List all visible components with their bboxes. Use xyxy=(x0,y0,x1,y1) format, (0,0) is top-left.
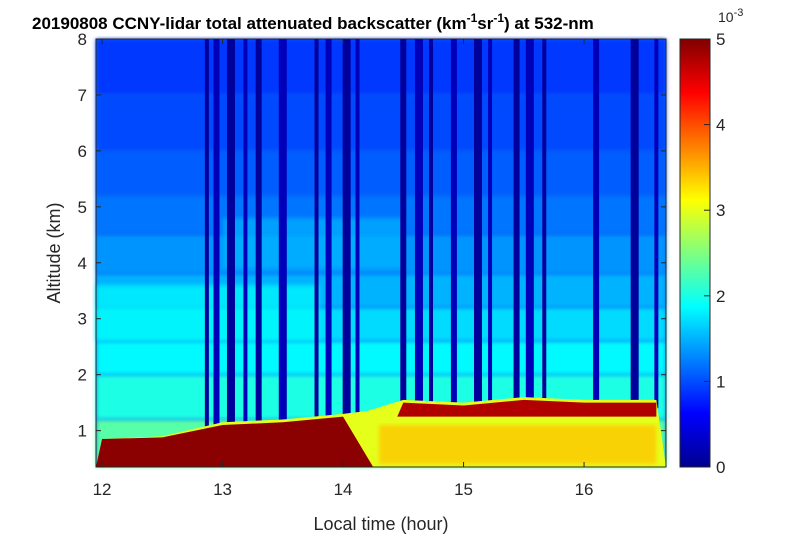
low-signal-column xyxy=(325,39,332,424)
heatmap-plot-area xyxy=(95,38,667,468)
low-signal-column xyxy=(630,39,639,409)
boundary-layer-core xyxy=(96,416,374,467)
colorbar-ticks: 0 1 2 3 4 5 xyxy=(704,30,725,477)
low-signal-column xyxy=(342,39,351,422)
colorbar-tick-label: 4 xyxy=(716,116,725,135)
altitude-band xyxy=(96,39,666,95)
low-signal-column xyxy=(593,39,600,409)
y-tick-label: 3 xyxy=(78,310,87,329)
x-axis-ticks: 12 13 14 15 16 xyxy=(93,39,594,499)
y-tick-label: 6 xyxy=(78,142,87,161)
x-tick-label: 12 xyxy=(93,480,112,499)
low-signal-column xyxy=(204,39,209,435)
low-signal-column xyxy=(542,39,547,407)
low-signal-column xyxy=(474,39,483,410)
y-axis-ticks: 1 2 3 4 5 6 7 8 xyxy=(78,30,666,441)
y-tick-label: 4 xyxy=(78,254,87,273)
y-tick-label: 5 xyxy=(78,198,87,217)
y-tick-label: 1 xyxy=(78,422,87,441)
x-tick-label: 15 xyxy=(454,480,473,499)
y-tick-label: 8 xyxy=(78,30,87,49)
x-tick-label: 14 xyxy=(334,480,353,499)
low-signal-column xyxy=(213,39,220,433)
altitude-band xyxy=(96,150,666,196)
colorbar-exponent: 10-3 xyxy=(718,7,743,25)
x-axis-label: Local time (hour) xyxy=(313,514,448,534)
low-signal-column xyxy=(654,39,659,409)
colorbar-gradient xyxy=(679,38,711,468)
aerosol-layer xyxy=(222,218,404,269)
altitude-band xyxy=(96,341,666,375)
x-tick-label: 16 xyxy=(575,480,594,499)
low-signal-column xyxy=(414,39,423,409)
x-tick-label: 13 xyxy=(213,480,232,499)
y-tick-label: 7 xyxy=(78,86,87,105)
low-signal-column xyxy=(278,39,287,428)
low-signal-column xyxy=(255,39,262,429)
colorbar-tick-label: 0 xyxy=(716,458,725,477)
low-signal-column xyxy=(513,39,520,407)
colorbar-tick-label: 1 xyxy=(716,372,725,391)
low-signal-column xyxy=(525,39,534,406)
low-signal-column xyxy=(226,39,235,431)
altitude-band xyxy=(96,94,666,151)
low-signal-column xyxy=(429,39,434,410)
low-signal-column xyxy=(400,39,407,409)
chart-title: 20190808 CCNY-lidar total attenuated bac… xyxy=(32,11,594,33)
colorbar-tick-label: 2 xyxy=(716,287,725,306)
boundary-layer-top-edge xyxy=(397,399,657,417)
low-signal-column xyxy=(314,39,319,425)
heatmap-boundary-layer xyxy=(96,397,666,467)
low-signal-column xyxy=(450,39,457,411)
colorbar-tick-label: 3 xyxy=(716,201,725,220)
heatmap-low-signal-columns xyxy=(204,39,659,435)
plot-frame xyxy=(95,38,667,468)
low-signal-column xyxy=(243,39,248,430)
boundary-layer-yellow xyxy=(379,425,657,465)
colorbar-tick-label: 5 xyxy=(716,30,725,49)
y-axis-label: Altitude (km) xyxy=(44,202,64,303)
low-signal-column xyxy=(488,39,493,409)
colorbar: 0 1 2 3 4 5 10-3 xyxy=(679,7,743,477)
low-signal-column xyxy=(355,39,360,421)
y-tick-label: 2 xyxy=(78,366,87,385)
